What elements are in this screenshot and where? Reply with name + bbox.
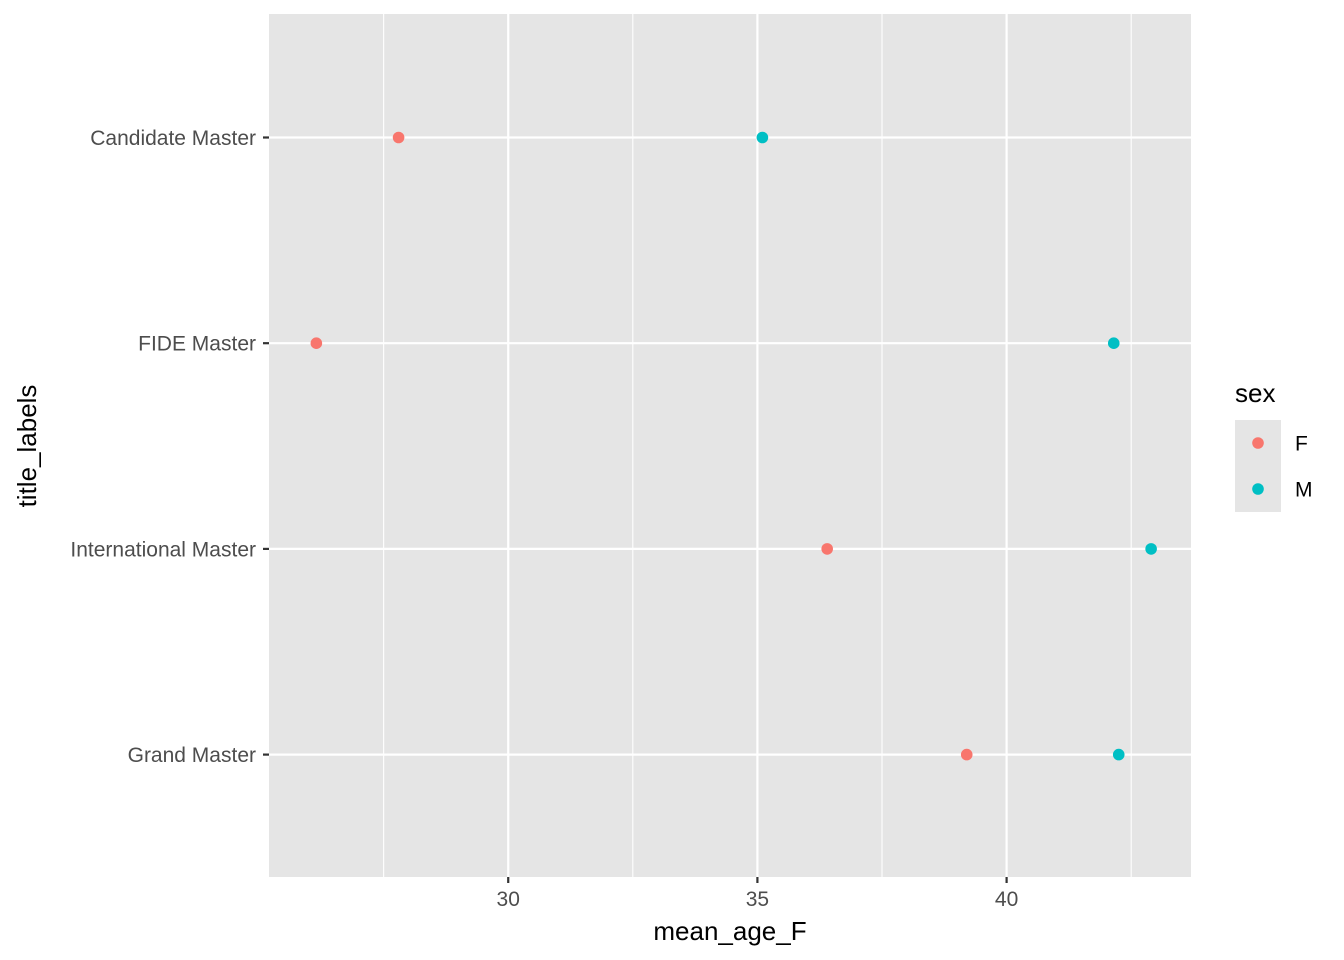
- data-point-f: [821, 543, 833, 555]
- legend-key-point: [1252, 437, 1264, 449]
- legend: sex FM: [1235, 378, 1313, 512]
- data-points: [310, 131, 1157, 761]
- x-axis: 30 35 40: [497, 877, 1018, 911]
- y-tick-label: FIDE Master: [138, 333, 256, 356]
- major-gridlines: [269, 14, 1191, 877]
- y-axis-title: title_labels: [12, 385, 42, 508]
- x-tick-label: 30: [497, 888, 520, 911]
- legend-label: M: [1295, 479, 1313, 502]
- y-tick-label: Candidate Master: [90, 127, 256, 150]
- legend-label: F: [1295, 433, 1308, 456]
- minor-gridlines: [383, 14, 1132, 877]
- data-point-f: [310, 337, 323, 350]
- data-point-m: [1112, 748, 1125, 761]
- plot-panel: [269, 14, 1191, 877]
- x-tick-label: 40: [995, 888, 1018, 911]
- y-tick-label: Grand Master: [128, 744, 256, 767]
- data-point-m: [756, 131, 769, 144]
- data-point-f: [392, 131, 405, 144]
- legend-key-point: [1252, 483, 1264, 495]
- x-tick-label: 35: [746, 888, 769, 911]
- data-point-m: [1107, 337, 1120, 350]
- y-axis: Candidate Master FIDE Master International…: [70, 127, 269, 767]
- data-point-f: [960, 748, 973, 761]
- data-point-m: [1145, 543, 1157, 555]
- x-axis-title: mean_age_F: [653, 916, 806, 946]
- y-tick-label: International Master: [70, 538, 256, 561]
- legend-title: sex: [1235, 378, 1275, 408]
